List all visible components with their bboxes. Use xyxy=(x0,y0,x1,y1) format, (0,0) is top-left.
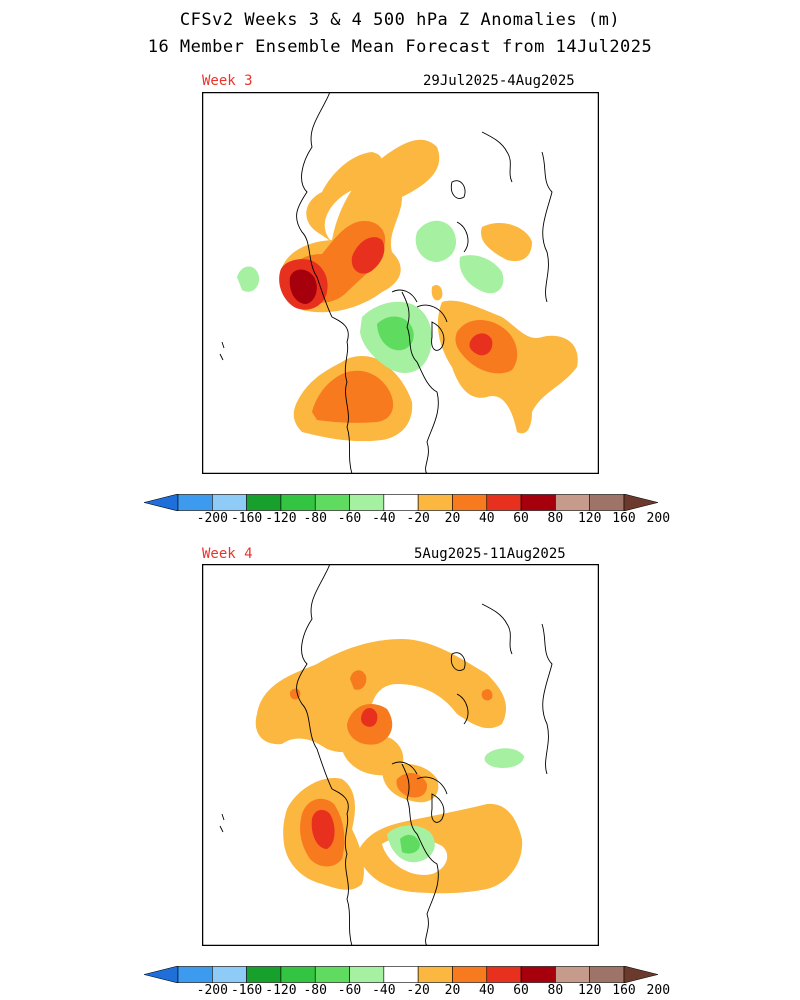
colorbar-swatch xyxy=(589,494,625,511)
coastline-outlines xyxy=(219,92,553,474)
colorbar-tick-label: -80 xyxy=(303,983,327,998)
colorbar-swatch xyxy=(383,966,419,983)
colorbar-swatch xyxy=(212,494,247,511)
colorbar-swatch xyxy=(246,966,282,983)
colorbar-tick-label: 60 xyxy=(513,983,529,998)
colorbar-tick-label: -80 xyxy=(303,511,327,526)
colorbar-tick-label: -40 xyxy=(372,983,396,998)
colorbar-arrow-high xyxy=(623,966,658,983)
negative-anomaly-40-60 xyxy=(400,834,420,854)
colorbar-week-4 xyxy=(144,966,658,983)
figure-subtitle: 16 Member Ensemble Mean Forecast from 14… xyxy=(147,37,653,57)
colorbar-swatch xyxy=(177,966,213,983)
colorbar-tick-label: -60 xyxy=(337,983,362,998)
colorbar-tick-label: 40 xyxy=(478,511,495,526)
colorbar-swatch xyxy=(280,966,316,983)
colorbar-swatch xyxy=(452,966,488,983)
colorbar-swatch xyxy=(555,494,590,511)
colorbar-swatches xyxy=(144,494,658,511)
colorbar-swatch xyxy=(212,966,247,983)
colorbar-tick-label: -160 xyxy=(230,983,263,998)
colorbar-arrow-low xyxy=(144,494,179,511)
colorbar-swatch xyxy=(246,494,282,511)
colorbar-tick-label: -20 xyxy=(406,511,430,526)
week-4-anomaly-map xyxy=(202,564,599,946)
colorbar-tick-label: 20 xyxy=(444,983,461,998)
colorbar-swatch xyxy=(417,494,453,511)
colorbar-swatch xyxy=(314,966,350,983)
colorbar-week-3 xyxy=(144,494,658,511)
colorbar-ticks-week-3: -200 -160 -120 -80 -60 -40 -20 20 40 60 80 120 160 20… xyxy=(0,511,800,527)
colorbar-swatch xyxy=(589,966,625,983)
colorbar-tick-label: 200 xyxy=(646,983,671,998)
colorbar-swatch xyxy=(349,966,385,983)
colorbar-tick-label: 160 xyxy=(612,511,636,526)
coastline-outlines xyxy=(219,564,553,946)
colorbar-swatch xyxy=(280,494,316,511)
colorbar-swatch xyxy=(417,966,453,983)
colorbar-swatch xyxy=(520,494,556,511)
colorbar-tick-label: -200 xyxy=(196,983,228,998)
colorbar-swatch xyxy=(520,966,556,983)
colorbar-swatch xyxy=(349,494,385,511)
negative-anomaly-40-60 xyxy=(377,316,414,351)
map-frame xyxy=(202,564,599,946)
colorbar-tick-label: -120 xyxy=(265,983,297,998)
colorbar-tick-label: 60 xyxy=(513,511,529,526)
positive-anomaly-80-120 xyxy=(289,269,317,304)
colorbar-tick-label: 120 xyxy=(577,511,602,526)
colorbar-swatch xyxy=(555,966,590,983)
week-3-label: Week 3 xyxy=(202,73,253,89)
colorbar-swatch xyxy=(452,494,488,511)
week-3-anomaly-map xyxy=(202,92,599,474)
colorbar-tick-label: -60 xyxy=(337,511,362,526)
colorbar-tick-label: -120 xyxy=(265,511,297,526)
colorbar-swatches xyxy=(144,966,658,983)
map-frame xyxy=(202,92,599,474)
colorbar-swatch xyxy=(486,966,522,983)
colorbar-arrow-high xyxy=(623,494,658,511)
week-4-label: Week 4 xyxy=(202,546,253,562)
colorbar-tick-label: 40 xyxy=(478,983,495,998)
colorbar-tick-label: -160 xyxy=(230,511,263,526)
positive-anomaly-60-80 xyxy=(311,708,378,849)
colorbar-tick-label: 80 xyxy=(547,511,564,526)
colorbar-arrow-low xyxy=(144,966,179,983)
positive-anomaly-20-40 xyxy=(255,639,523,894)
figure-title: CFSv2 Weeks 3 & 4 500 hPa Z Anomalies (m… xyxy=(179,10,621,30)
week-3-date-range: 29Jul2025-4Aug2025 xyxy=(423,73,575,89)
colorbar-swatch xyxy=(314,494,350,511)
colorbar-tick-label: -200 xyxy=(196,511,228,526)
colorbar-tick-label: 120 xyxy=(577,983,602,998)
colorbar-swatch xyxy=(383,494,419,511)
colorbar-tick-label: -20 xyxy=(406,983,430,998)
colorbar-tick-label: -40 xyxy=(372,511,396,526)
colorbar-ticks-week-4: -200 -160 -120 -80 -60 -40 -20 20 40 60 80 120 160 20… xyxy=(0,983,800,999)
week-4-date-range: 5Aug2025-11Aug2025 xyxy=(414,546,566,562)
colorbar-swatch xyxy=(177,494,213,511)
colorbar-tick-label: 80 xyxy=(547,983,564,998)
colorbar-tick-label: 20 xyxy=(444,511,461,526)
colorbar-swatch xyxy=(486,494,522,511)
colorbar-tick-label: 160 xyxy=(612,983,636,998)
colorbar-tick-label: 200 xyxy=(646,511,671,526)
